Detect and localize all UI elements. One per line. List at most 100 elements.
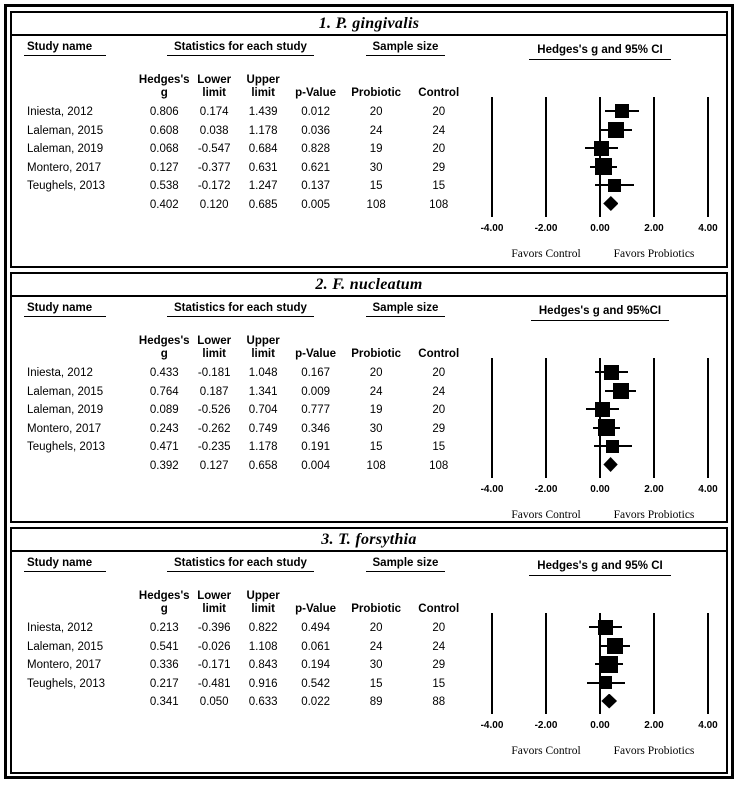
gridline	[653, 97, 655, 217]
upper-limit-cell: 1.178	[248, 441, 278, 454]
summary-diamond	[601, 693, 618, 709]
table-row: Montero, 2017 0.336 -0.171 0.843 0.194 30 29	[24, 656, 468, 675]
study-name-cell: Teughels, 2013	[27, 677, 106, 690]
effect-square	[606, 637, 623, 654]
axis-tick-label: 0.00	[590, 222, 610, 234]
upper-limit-cell: 0.822	[248, 622, 278, 635]
study-name-cell: Laleman, 2015	[27, 385, 104, 398]
p-value-cell: 0.009	[301, 385, 330, 398]
p-value-cell: 0.621	[301, 161, 330, 174]
lower-limit-cell: 0.120	[199, 198, 229, 211]
p-value-cell: 0.191	[301, 441, 330, 454]
probiotic-n-cell: 20	[369, 106, 383, 119]
stats-group-header-label: Statistics for each study	[166, 301, 314, 317]
table-row: Iniesta, 2012 0.433 -0.181 1.048 0.167 20 20	[24, 364, 468, 383]
gridline	[599, 358, 601, 478]
effect-square	[612, 382, 629, 399]
plot-header-label: Hedges's g and 95% CI	[529, 43, 671, 60]
hedges-g-cell: 0.402	[149, 198, 179, 211]
control-n-cell: 29	[432, 161, 446, 174]
lower-limit-cell: -0.547	[197, 143, 231, 156]
hedges-g-cell: 0.213	[149, 622, 179, 635]
effect-square	[594, 158, 612, 175]
gridline	[545, 613, 547, 714]
probiotic-n-cell: 108	[366, 198, 386, 211]
axis-tick-label: 0.00	[590, 483, 610, 495]
p-value-cell: 0.194	[301, 659, 330, 672]
study-name-header-label: Study name	[24, 40, 107, 56]
column-header-upper-limit: Upper limit	[246, 74, 280, 99]
control-n-cell: 24	[432, 640, 446, 653]
lower-limit-cell: -0.262	[197, 422, 231, 435]
probiotic-n-cell: 19	[369, 143, 383, 156]
panel-3: 3. T. forsythia Study name Statistics for …	[10, 527, 728, 774]
column-header-probiotic: Probiotic	[351, 603, 402, 615]
study-name-cell: Teughels, 2013	[27, 441, 106, 454]
column-header-lower-limit: Lower limit	[197, 335, 232, 360]
p-value-cell: 0.036	[301, 124, 330, 137]
gridline	[653, 613, 655, 714]
probiotic-n-cell: 30	[369, 422, 383, 435]
plot-header: Hedges's g and 95% CI	[482, 43, 718, 60]
study-name-cell: Montero, 2017	[27, 161, 102, 174]
lower-limit-cell: 0.050	[199, 696, 229, 709]
control-n-cell: 24	[432, 124, 446, 137]
control-n-cell: 15	[432, 677, 446, 690]
control-n-cell: 88	[432, 696, 446, 709]
probiotic-n-cell: 108	[366, 459, 386, 472]
effect-square	[600, 655, 618, 673]
upper-limit-cell: 0.685	[248, 198, 278, 211]
probiotic-n-cell: 15	[369, 441, 383, 454]
stats-table: Study name Statistics for each study Sampl…	[24, 40, 468, 214]
table-row: Laleman, 2015 0.764 0.187 1.341 0.009 24 24	[24, 383, 468, 402]
column-group-header-stats: Statistics for each study	[138, 301, 343, 323]
study-name-cell	[24, 457, 138, 476]
p-value-cell: 0.004	[301, 459, 330, 472]
p-value-cell: 0.777	[301, 404, 330, 417]
control-n-cell: 20	[432, 622, 446, 635]
hedges-g-cell: 0.243	[149, 422, 179, 435]
study-name-cell	[24, 693, 138, 712]
panel-1: 1. P. gingivalis Study name Statistics for…	[10, 11, 728, 268]
hedges-g-cell: 0.068	[149, 143, 179, 156]
axis-tick-label: -2.00	[534, 720, 558, 731]
axis-tick-label: 2.00	[644, 483, 664, 495]
p-value-cell: 0.012	[301, 106, 330, 119]
control-n-cell: 15	[432, 441, 446, 454]
gridline	[491, 97, 493, 217]
hedges-g-cell: 0.127	[149, 161, 179, 174]
effect-square	[614, 104, 629, 118]
forest-plot-figure: 1. P. gingivalis Study name Statistics for…	[4, 4, 734, 779]
favors-probiotics-label: Favors Probiotics	[613, 745, 695, 757]
table-row: Iniesta, 2012 0.806 0.174 1.439 0.012 20 20	[24, 103, 468, 122]
summary-row: 0.392 0.127 0.658 0.004 108 108	[24, 457, 468, 476]
table-row: Teughels, 2013 0.538 -0.172 1.247 0.137 15 15	[24, 177, 468, 196]
column-group-header-stats: Statistics for each study	[138, 556, 343, 578]
stats-table-body: Iniesta, 2012 0.806 0.174 1.439 0.012 20 20 Lal…	[24, 103, 468, 214]
sample-size-header-label: Sample size	[365, 556, 446, 572]
lower-limit-cell: -0.396	[197, 622, 231, 635]
axis-tick-label: 0.00	[590, 720, 610, 731]
p-value-cell: 0.167	[301, 367, 330, 380]
control-n-cell: 24	[432, 385, 446, 398]
column-header-p-value: p-Value	[295, 348, 337, 360]
upper-limit-cell: 0.749	[248, 422, 278, 435]
probiotic-n-cell: 30	[369, 659, 383, 672]
upper-limit-cell: 1.048	[248, 367, 278, 380]
axis-tick-label: 2.00	[644, 720, 664, 731]
hedges-g-cell: 0.336	[149, 659, 179, 672]
study-name-cell: Teughels, 2013	[27, 180, 106, 193]
upper-limit-cell: 1.439	[248, 106, 278, 119]
stats-group-header-label: Statistics for each study	[166, 556, 314, 572]
column-group-header-sample: Sample size	[343, 301, 468, 323]
stats-table-body: Iniesta, 2012 0.433 -0.181 1.048 0.167 20 20 La…	[24, 364, 468, 475]
column-group-header-row: Study name Statistics for each study Sampl…	[24, 301, 468, 323]
column-header-p-value: p-Value	[295, 603, 337, 615]
gridline	[653, 358, 655, 478]
stats-table-head: Study name Statistics for each study Sampl…	[24, 40, 468, 103]
probiotic-n-cell: 20	[369, 622, 383, 635]
lower-limit-cell: 0.187	[199, 385, 229, 398]
column-header-hedges-g: Hedges's g	[138, 590, 190, 615]
stats-table: Study name Statistics for each study Sampl…	[24, 301, 468, 475]
probiotic-n-cell: 24	[369, 640, 383, 653]
